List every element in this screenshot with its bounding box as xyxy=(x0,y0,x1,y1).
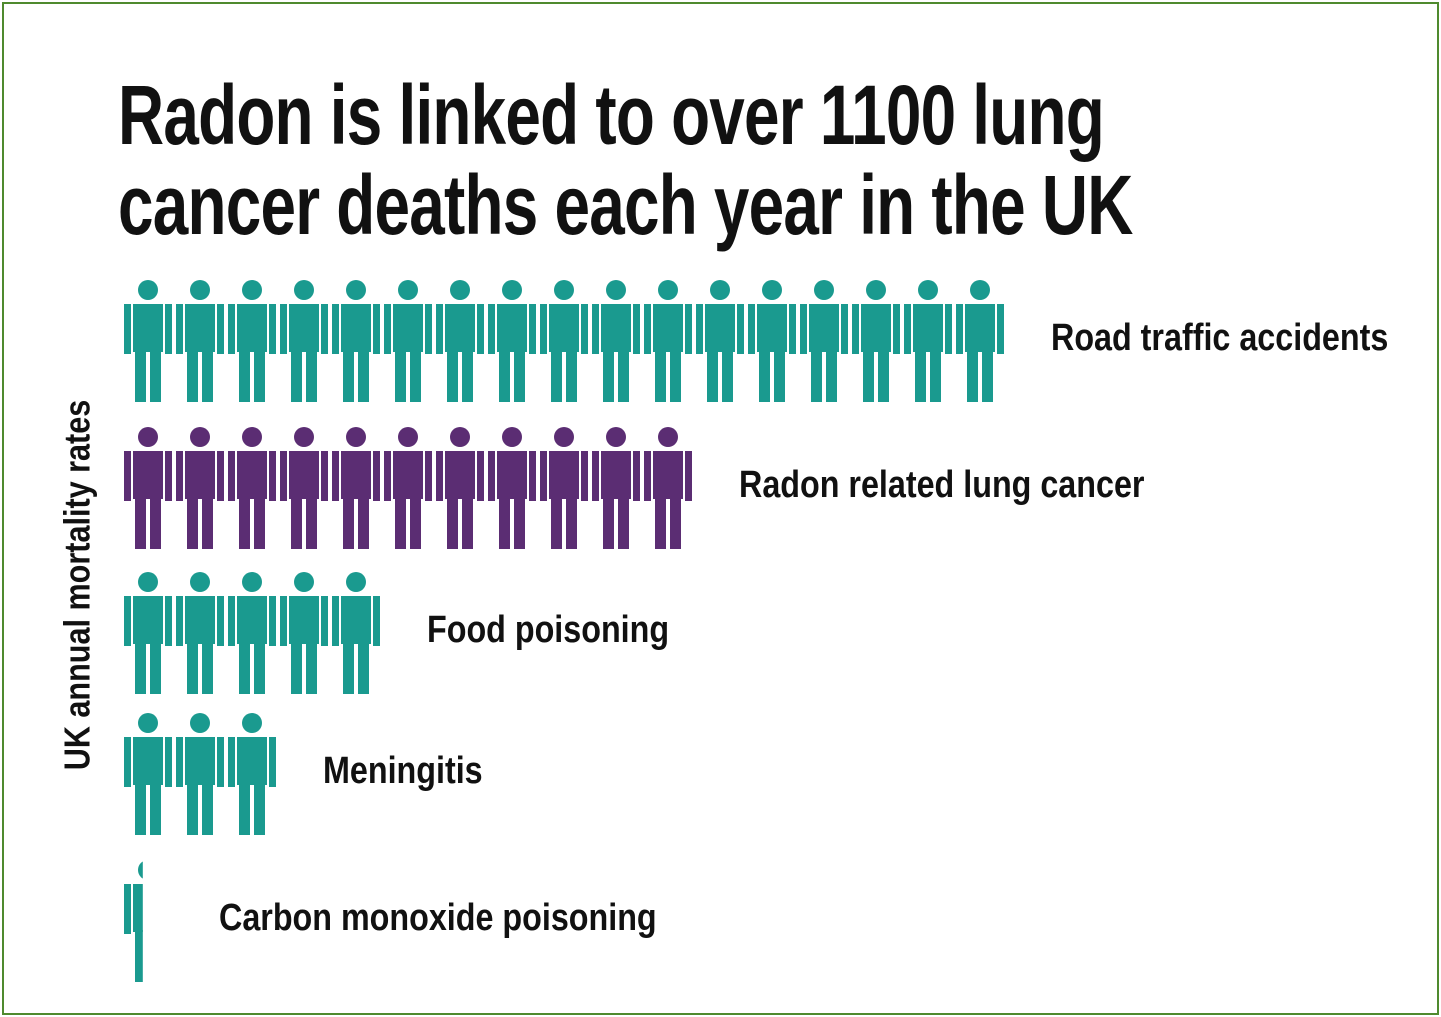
icon xyxy=(332,280,380,402)
category-label: Food poisoning xyxy=(427,609,669,651)
icon xyxy=(852,280,900,402)
icon xyxy=(644,427,692,549)
icon xyxy=(124,713,172,835)
icon xyxy=(124,572,172,694)
icon xyxy=(176,427,224,549)
category-label: Meningitis xyxy=(323,750,483,792)
icon xyxy=(436,427,484,549)
icon xyxy=(956,280,1004,402)
category-label: Radon related lung cancer xyxy=(739,464,1145,506)
icon xyxy=(332,427,380,549)
icon xyxy=(176,572,224,694)
category-label: Carbon monoxide poisoning xyxy=(219,897,657,939)
icon xyxy=(332,572,380,694)
y-axis-label: UK annual mortality rates xyxy=(58,400,98,771)
icon xyxy=(488,427,536,549)
icon xyxy=(176,713,224,835)
icon xyxy=(124,861,143,982)
icon xyxy=(280,280,328,402)
icon xyxy=(436,280,484,402)
icon xyxy=(176,280,224,402)
icon xyxy=(800,280,848,402)
icon xyxy=(488,280,536,402)
icon xyxy=(904,280,952,402)
icon xyxy=(384,427,432,549)
icon xyxy=(644,280,692,402)
icon xyxy=(124,427,172,549)
icon xyxy=(228,427,276,549)
icon xyxy=(384,280,432,402)
icon xyxy=(696,280,744,402)
icon xyxy=(592,280,640,402)
chart-title: Radon is linked to over 1100 lung cancer… xyxy=(118,68,1133,252)
icon xyxy=(228,280,276,402)
icon xyxy=(228,713,276,835)
icon xyxy=(280,572,328,694)
icon xyxy=(748,280,796,402)
icon xyxy=(280,427,328,549)
icon xyxy=(592,427,640,549)
icon xyxy=(228,572,276,694)
icon xyxy=(540,280,588,402)
icon xyxy=(124,280,172,402)
category-label: Road traffic accidents xyxy=(1051,317,1388,359)
icon xyxy=(540,427,588,549)
